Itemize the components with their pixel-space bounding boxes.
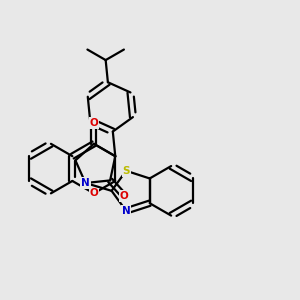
Text: S: S [122, 166, 130, 176]
Text: O: O [120, 191, 129, 201]
Text: O: O [89, 118, 98, 128]
Text: O: O [89, 188, 98, 198]
Text: N: N [122, 206, 130, 216]
Text: N: N [81, 178, 90, 188]
